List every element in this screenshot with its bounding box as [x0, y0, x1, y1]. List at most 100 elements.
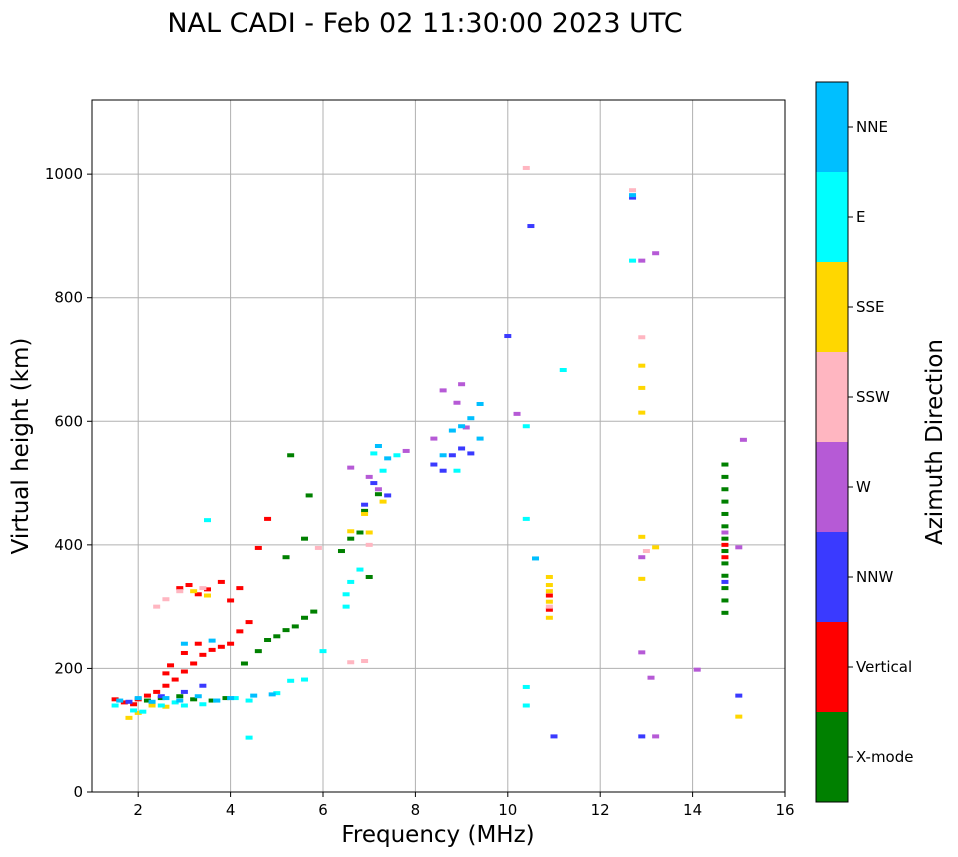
- data-point: [245, 735, 253, 740]
- data-point: [545, 604, 553, 609]
- colorbar-label: Azimuth Direction: [922, 339, 948, 545]
- data-point: [522, 424, 530, 429]
- data-point: [153, 689, 161, 694]
- data-point: [522, 165, 530, 170]
- data-point: [721, 555, 729, 560]
- data-point: [374, 492, 382, 497]
- data-point: [721, 487, 729, 492]
- colorbar-segment: [816, 622, 848, 712]
- data-point: [365, 542, 373, 547]
- x-tick-label: 4: [226, 801, 236, 819]
- colorbar: X-mode Vertical NNW W SSW SSE E NNE: [815, 81, 913, 803]
- data-point: [545, 607, 553, 612]
- data-point: [522, 684, 530, 689]
- data-point: [116, 698, 124, 703]
- data-point: [208, 647, 216, 652]
- data-point: [319, 649, 327, 654]
- data-point: [430, 436, 438, 441]
- data-point: [157, 694, 165, 699]
- data-point: [458, 382, 466, 387]
- data-point: [370, 481, 378, 486]
- data-point: [638, 734, 646, 739]
- data-point: [402, 448, 410, 453]
- data-point: [208, 638, 216, 643]
- data-point: [439, 388, 447, 393]
- data-point: [180, 641, 188, 646]
- colorbar-segment: [816, 352, 848, 442]
- data-point: [361, 502, 369, 507]
- x-tick-label: 2: [133, 801, 143, 819]
- data-point: [638, 410, 646, 415]
- data-point: [268, 692, 276, 697]
- data-point: [550, 734, 558, 739]
- data-point: [356, 567, 364, 572]
- data-point: [204, 518, 211, 523]
- data-point: [647, 675, 655, 680]
- data-point: [245, 698, 253, 703]
- data-point: [721, 536, 729, 541]
- data-point: [171, 700, 179, 705]
- data-point: [739, 437, 747, 442]
- data-point: [638, 335, 646, 340]
- data-point: [176, 694, 184, 699]
- data-point: [180, 650, 188, 655]
- data-point: [476, 436, 484, 441]
- data-point: [513, 411, 521, 416]
- data-point: [453, 400, 461, 405]
- data-point: [735, 693, 743, 698]
- data-point: [254, 545, 262, 550]
- data-point: [384, 493, 392, 498]
- data-point: [194, 592, 202, 597]
- data-point: [735, 714, 743, 719]
- colorbar-label-item: E: [856, 208, 865, 226]
- colorbar-label-item: W: [856, 478, 871, 496]
- data-point: [365, 574, 373, 579]
- data-point: [430, 462, 438, 467]
- data-point: [264, 516, 272, 521]
- data-point: [282, 555, 290, 560]
- data-point: [231, 696, 239, 701]
- data-point: [735, 545, 743, 550]
- data-point: [721, 542, 729, 547]
- data-point: [301, 677, 309, 682]
- colorbar-label-item: NNE: [856, 118, 888, 136]
- data-point: [162, 683, 170, 688]
- data-point: [545, 593, 553, 598]
- data-point: [180, 703, 188, 708]
- colorbar-segment: [816, 172, 848, 262]
- data-point: [356, 530, 364, 535]
- data-point: [638, 576, 646, 581]
- data-point: [504, 334, 512, 339]
- data-point: [721, 610, 729, 615]
- data-point: [236, 629, 244, 634]
- data-point: [254, 649, 262, 654]
- data-point: [194, 641, 202, 646]
- data-point: [638, 258, 646, 263]
- data-point: [134, 710, 142, 715]
- data-point: [190, 661, 198, 666]
- data-point: [162, 704, 170, 709]
- data-point: [227, 641, 235, 646]
- data-point: [111, 697, 119, 702]
- data-point: [176, 698, 184, 703]
- data-point: [194, 694, 202, 699]
- data-point: [361, 511, 369, 516]
- data-point: [629, 195, 637, 200]
- data-point: [642, 549, 650, 554]
- data-point: [111, 703, 119, 708]
- data-point: [721, 573, 729, 578]
- data-point: [721, 474, 729, 479]
- data-point: [721, 561, 729, 566]
- data-point: [199, 586, 207, 591]
- data-point: [314, 545, 322, 550]
- data-point: [199, 652, 207, 657]
- y-tick-label: 200: [54, 659, 83, 677]
- data-point: [370, 451, 378, 456]
- y-tick-label: 600: [54, 412, 83, 430]
- data-point: [545, 583, 553, 588]
- data-point: [361, 508, 369, 513]
- data-point: [250, 693, 258, 698]
- data-point: [721, 530, 729, 535]
- data-point: [721, 524, 729, 529]
